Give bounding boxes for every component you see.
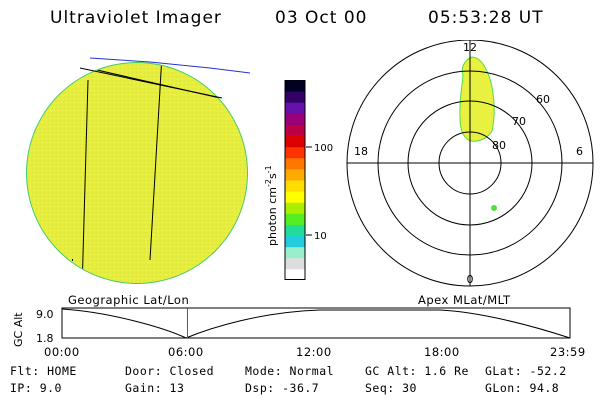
colorbar-swatch — [285, 268, 305, 280]
colorbar-label: photon cm-2s-1 — [264, 165, 279, 246]
auroral-oval — [459, 56, 495, 142]
colorbar-swatch — [285, 91, 305, 103]
colorbar-swatch — [285, 235, 305, 248]
colorbar-exp1: -2 — [264, 179, 273, 187]
colorbar-frame — [284, 80, 306, 280]
colorbar-swatch — [285, 124, 305, 137]
polar-plot: 12 18 6 0 60 70 80 — [346, 40, 594, 287]
app-title: Ultraviolet Imager — [50, 8, 222, 28]
orbit-curve — [61, 308, 571, 339]
colorbar-tick-10: 10 — [314, 231, 327, 242]
svg-text:photon cm-2s-1: photon cm-2s-1 — [264, 165, 279, 246]
info-flt: Flt: HOME — [10, 364, 77, 378]
color-bar — [284, 80, 306, 280]
colorbar-swatch — [285, 246, 305, 259]
lat-label-70: 70 — [512, 115, 526, 128]
mlt-18: 18 — [354, 145, 368, 158]
colorbar-swatch — [285, 213, 305, 225]
info-glat: GLat: -52.2 — [485, 364, 567, 378]
orbit-xtick-1: 06:00 — [168, 345, 204, 359]
info-dsp: Dsp: -36.7 — [245, 381, 320, 395]
info-seq: Seq: 30 — [365, 381, 417, 395]
mlt-0: 0 — [467, 273, 474, 286]
colorbar-swatch — [285, 157, 305, 170]
mlt-12: 12 — [463, 41, 477, 54]
colorbar-exp2: -1 — [264, 165, 273, 173]
polar-label: Apex MLat/MLT — [418, 293, 511, 307]
colorbar-swatch — [285, 191, 305, 203]
lat-label-80: 80 — [492, 139, 506, 152]
colorbar-swatch — [285, 168, 305, 181]
orbit-xtick-2: 12:00 — [296, 345, 332, 359]
colorbar-swatch — [285, 80, 305, 92]
geographic-label: Geographic Lat/Lon — [68, 293, 190, 307]
orbit-xtick-4: 23:59 — [550, 345, 586, 359]
color-bar-ticks: 100 10 — [306, 143, 333, 242]
lat-label-60: 60 — [536, 93, 550, 106]
colorbar-swatch — [285, 113, 305, 125]
colorbar-tick-100: 100 — [314, 143, 333, 154]
colorbar-s: s — [266, 173, 279, 179]
colorbar-swatch — [285, 224, 305, 237]
time-label: 05:53:28 UT — [428, 8, 544, 28]
orbit-xtick-0: 00:00 — [44, 345, 80, 359]
colorbar-swatch — [285, 135, 305, 148]
orbit-ytick-high: 9.0 — [36, 308, 54, 321]
colorbar-swatch — [285, 102, 305, 114]
earth-disk — [27, 63, 247, 283]
info-door: Door: Closed — [125, 364, 215, 378]
orbit-xtick-3: 18:00 — [424, 345, 460, 359]
date-label: 03 Oct 00 — [275, 8, 368, 28]
orbit-altitude-plot: GC Alt 9.0 1.8 — [12, 307, 571, 347]
info-glon: GLon: 94.8 — [485, 381, 560, 395]
info-ip: IP: 9.0 — [10, 381, 62, 395]
orbit-ytick-low: 1.8 — [36, 332, 54, 345]
colorbar-swatch — [285, 257, 305, 270]
orbit-frame — [61, 307, 571, 339]
geographic-image — [26, 57, 251, 284]
mlt-6: 6 — [576, 145, 583, 158]
colorbar-unit: photon cm — [266, 187, 279, 246]
colorbar-swatch — [285, 180, 305, 192]
info-mode: Mode: Normal — [245, 364, 335, 378]
info-gcalt: GC Alt: 1.6 Re — [365, 364, 469, 378]
colorbar-swatch — [285, 146, 305, 159]
coast-line — [89, 57, 251, 74]
grid-line — [79, 67, 223, 99]
colorbar-swatch — [285, 202, 305, 214]
aurora-spot — [491, 205, 497, 211]
info-gain: Gain: 13 — [125, 381, 185, 395]
orbit-ylabel: GC Alt — [12, 312, 25, 347]
